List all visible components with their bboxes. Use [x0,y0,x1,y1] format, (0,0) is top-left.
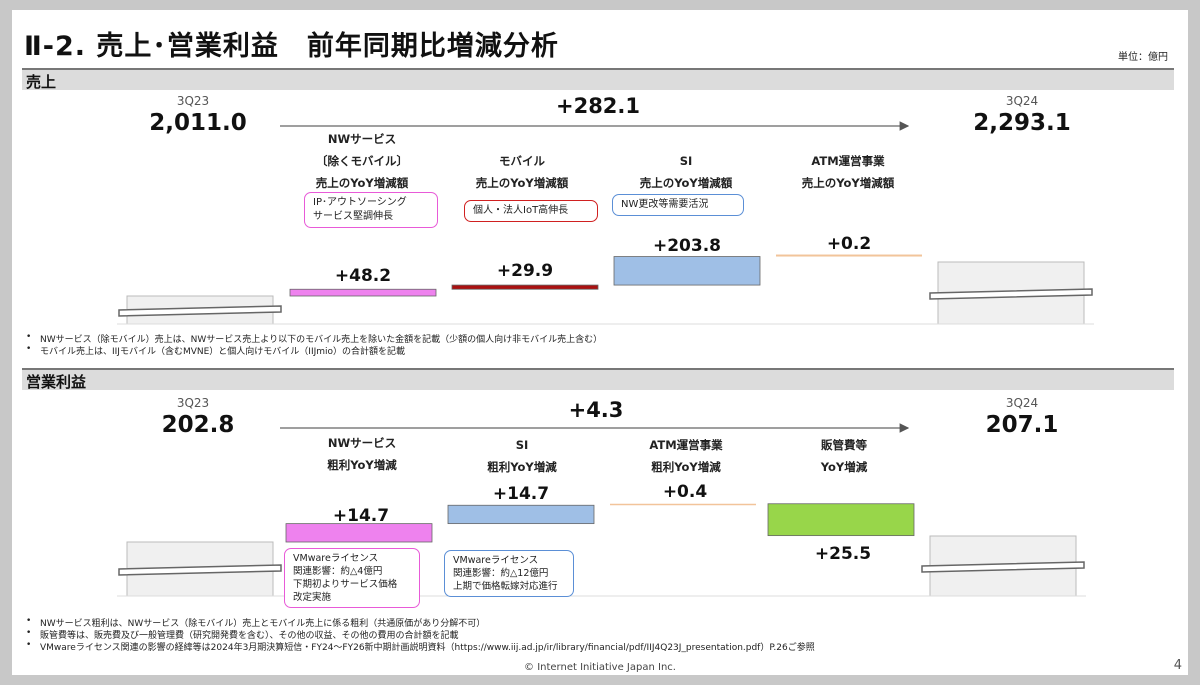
sales-end-value: 2,293.1 [973,110,1071,136]
chart-canvas [117,121,1094,597]
delta-bar [447,504,595,525]
sales-value-label: +203.8 [652,236,722,256]
profit-header-label: 営業利益 [26,373,87,391]
sales-callout-mobile: 個人・法人IoT高伸長 [464,200,598,222]
profit-category-label: NWサービス 粗利YoY増減 [327,436,397,472]
sales-callout-si: NW更改等需要活況 [612,194,744,216]
sales-start-period: 3Q23 [176,94,210,108]
axis-break-mark [929,288,1093,300]
delta-bar [613,256,761,286]
sales-total-change: +282.1 [555,94,641,118]
sales-start-value: 2,011.0 [149,110,247,136]
profit-category-label: ATM運営事業 粗利YoY増減 [649,438,723,474]
delta-bar [285,523,433,543]
sales-end-period: 3Q24 [1005,94,1039,108]
profit-value-label: +14.7 [492,484,550,504]
sales-note: モバイル売上は、IIJモバイル（含むMVNE）と個人向けモバイル（IIJmio）… [26,344,405,357]
delta-bar [289,288,437,297]
profit-note: NWサービス粗利は、NWサービス（除モバイル）売上とモバイル売上に係る粗利（共通… [26,616,485,629]
sales-header-label: 売上 [26,73,57,91]
profit-start-period: 3Q23 [176,396,210,410]
delta-bar [767,503,915,537]
profit-category-label: SI 粗利YoY増減 [487,438,557,474]
profit-category-label: 販管費等 YoY増減 [820,438,868,474]
sales-callout-nw: IP･アウトソーシング サービス堅調伸長 [304,192,438,228]
profit-value-label: +14.7 [332,506,390,526]
axis-break-mark [118,564,282,576]
sales-value-label: +0.2 [826,234,872,254]
sales-value-label: +29.9 [496,261,554,281]
delta-bar [451,284,599,290]
sales-note: NWサービス（除モバイル）売上は、NWサービス売上より以下のモバイル売上を除いた… [26,332,602,345]
footer-copyright: © Internet Initiative Japan Inc. [524,662,676,673]
sales-category-label: モバイル 売上のYoY増減額 [475,154,569,190]
sales-category-label: SI 売上のYoY増減額 [639,154,733,190]
axis-break-mark [921,561,1085,573]
profit-value-label: +0.4 [662,482,708,502]
profit-callout-si: VMwareライセンス 関連影響：約△12億円 上期で価格転嫁対応進行 [444,550,574,597]
sales-value-label: +48.2 [334,266,392,286]
delta-bar [610,503,756,506]
profit-section-header: 営業利益 [22,368,1174,391]
delta-bar [776,254,922,257]
sales-category-label: ATM運営事業 売上のYoY増減額 [801,154,895,190]
sales-category-label: NWサービス 〔除くモバイル〕 売上のYoY増減額 [315,132,409,190]
profit-end-value: 207.1 [985,412,1059,438]
sales-section-header: 売上 [22,68,1174,91]
profit-note: VMwareライセンス関連の影響の経緯等は2024年3月期決算短信・FY24～F… [26,640,815,653]
axis-break-mark [118,305,282,317]
profit-value-label: +25.5 [814,544,872,564]
page-title: Ⅱ-2. 売上･営業利益 前年同期比増減分析 [24,31,559,62]
profit-callout-nw: VMwareライセンス 関連影響：約△4億円 下期初よりサービス価格 改定実施 [284,548,420,608]
profit-end-period: 3Q24 [1005,396,1039,410]
profit-start-value: 202.8 [161,412,235,438]
unit-label: 単位：億円 [1118,52,1168,63]
profit-total-change: +4.3 [568,398,624,422]
profit-note: 販管費等は、販売費及び一般管理費（研究開発費を含む）、その他の収益、その他の費用… [26,628,458,641]
page-number: 4 [1173,658,1182,673]
slide: Ⅱ-2. 売上･営業利益 前年同期比増減分析 単位：億円 売上 3Q23 2,0… [12,10,1188,675]
